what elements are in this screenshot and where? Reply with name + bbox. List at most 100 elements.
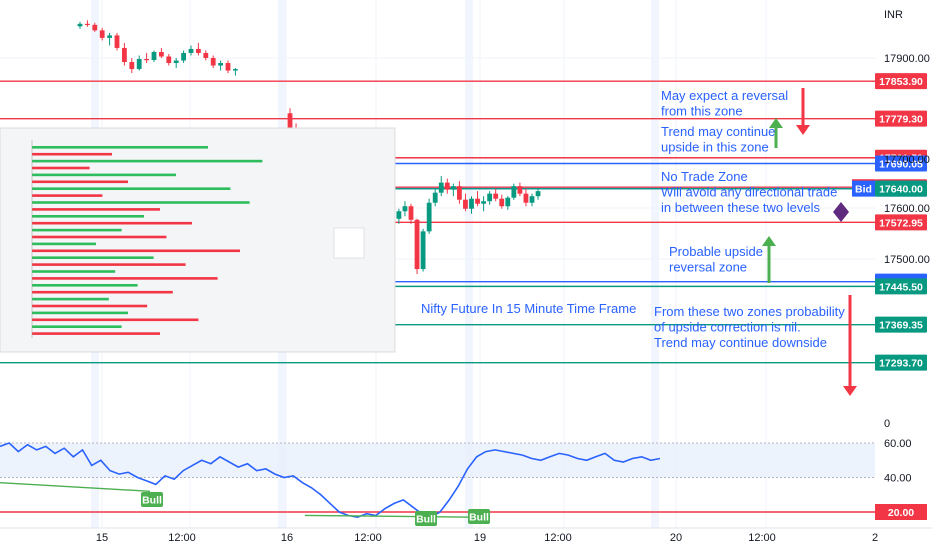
candle-48[interactable]: [444, 178, 450, 194]
level-tag-6: [875, 180, 927, 197]
indicator-threshold-label: 20.00: [888, 507, 914, 519]
candle-body-56: [493, 193, 499, 199]
candle-body-40: [396, 211, 402, 219]
candle-57[interactable]: [499, 194, 505, 209]
candle-8[interactable]: [136, 55, 142, 71]
candle-17[interactable]: [203, 50, 209, 61]
candle-41[interactable]: [402, 201, 408, 217]
candle-body-55: [487, 193, 493, 202]
inset-bar-4: [32, 173, 176, 177]
inset-bar-15: [32, 249, 240, 253]
candle-10[interactable]: [151, 50, 157, 63]
inset-legend: [333, 227, 365, 259]
candle-11[interactable]: [159, 47, 164, 58]
time-tick-2: 16: [281, 532, 293, 544]
candle-20[interactable]: [225, 60, 231, 74]
level-tag-7: [875, 214, 927, 231]
divergence-line-1: [304, 514, 476, 518]
candle-42[interactable]: [408, 203, 414, 224]
candle-59[interactable]: [511, 183, 517, 200]
candle-body-18: [210, 58, 216, 66]
candle-49[interactable]: [450, 183, 456, 197]
inset-bar-23: [32, 304, 148, 308]
candle-body-0: [77, 23, 83, 27]
level-tag-1: [875, 110, 927, 127]
candle-body-44: [420, 231, 426, 270]
candle-body-22: [287, 113, 293, 129]
candle-body-4: [107, 35, 112, 38]
level-tag-11: [875, 354, 927, 371]
candle-1[interactable]: [85, 20, 90, 27]
bull-signal-label-1: Bull: [416, 514, 436, 526]
candle-body-2: [92, 24, 98, 31]
indicator-tick-1: 40.00: [884, 473, 912, 485]
time-axis: 15 12:00 16 12:00 19 12:00 20 12:00 2: [0, 527, 932, 544]
candle-58[interactable]: [505, 196, 511, 210]
quote-tag-label-5: Bid: [855, 184, 872, 196]
inset-bar-19: [32, 277, 218, 280]
annotation-2-line-1: Will avoid any directional trade: [661, 185, 837, 200]
candle-55[interactable]: [487, 191, 493, 205]
candle-43[interactable]: [414, 218, 420, 275]
candle-12[interactable]: [166, 53, 172, 66]
arrow-down-1-head: [843, 386, 857, 396]
candle-60[interactable]: [517, 182, 523, 197]
candle-50[interactable]: [457, 181, 462, 204]
indicator-zone: [0, 443, 875, 478]
candle-body-57: [499, 198, 505, 207]
candle-3[interactable]: [99, 27, 105, 41]
candle-body-62: [529, 196, 535, 203]
candle-47[interactable]: [438, 176, 444, 197]
candle-21[interactable]: [233, 68, 238, 76]
candle-9[interactable]: [144, 52, 149, 64]
candle-0[interactable]: [77, 21, 83, 29]
candle-13[interactable]: [173, 58, 179, 69]
session-band-2: [465, 0, 473, 528]
marker-up: [833, 202, 849, 212]
candle-46[interactable]: [432, 188, 438, 207]
inset-bar-5: [32, 180, 128, 184]
candle-6[interactable]: [122, 42, 127, 66]
candle-body-59: [511, 186, 517, 198]
candle-body-17: [203, 52, 209, 58]
candle-51[interactable]: [463, 193, 468, 212]
level-label-1: 17779.30: [879, 114, 923, 126]
candle-15[interactable]: [188, 45, 194, 56]
candle-14[interactable]: [181, 50, 186, 64]
candle-40[interactable]: [396, 208, 402, 224]
candle-52[interactable]: [469, 196, 474, 214]
candle-5[interactable]: [114, 32, 120, 51]
candle-2[interactable]: [92, 22, 98, 32]
inset-bar-24: [32, 311, 128, 315]
annotation-0-line-1: from this zone: [661, 104, 743, 119]
candle-16[interactable]: [196, 42, 201, 56]
candle-18[interactable]: [210, 55, 216, 69]
inset-bar-2: [32, 159, 263, 163]
candle-body-50: [457, 186, 462, 200]
inset-bar-26: [32, 325, 122, 328]
candle-61[interactable]: [523, 188, 529, 207]
candle-62[interactable]: [529, 193, 535, 207]
candle-body-10: [151, 51, 157, 61]
candle-body-3: [99, 30, 105, 38]
candle-body-16: [196, 48, 201, 53]
time-tick-5: 12:00: [544, 532, 572, 544]
inset-bar-12: [32, 228, 122, 232]
candle-44[interactable]: [420, 228, 426, 272]
level-label-6: 17640.00: [879, 184, 923, 196]
candle-45[interactable]: [426, 198, 432, 234]
candle-body-12: [166, 56, 172, 64]
price-tick-0: 17900.00: [884, 53, 930, 65]
inset-bar-0: [32, 146, 208, 149]
divergence-line-0: [0, 481, 151, 492]
candle-56[interactable]: [493, 188, 499, 202]
candle-54[interactable]: [481, 196, 486, 212]
candle-53[interactable]: [475, 191, 480, 207]
candle-19[interactable]: [218, 60, 223, 71]
candle-4[interactable]: [107, 32, 112, 46]
level-label-10: 17369.35: [879, 320, 923, 332]
level-label-7: 17572.95: [879, 217, 923, 229]
candle-7[interactable]: [129, 58, 135, 74]
candle-63[interactable]: [535, 188, 541, 200]
